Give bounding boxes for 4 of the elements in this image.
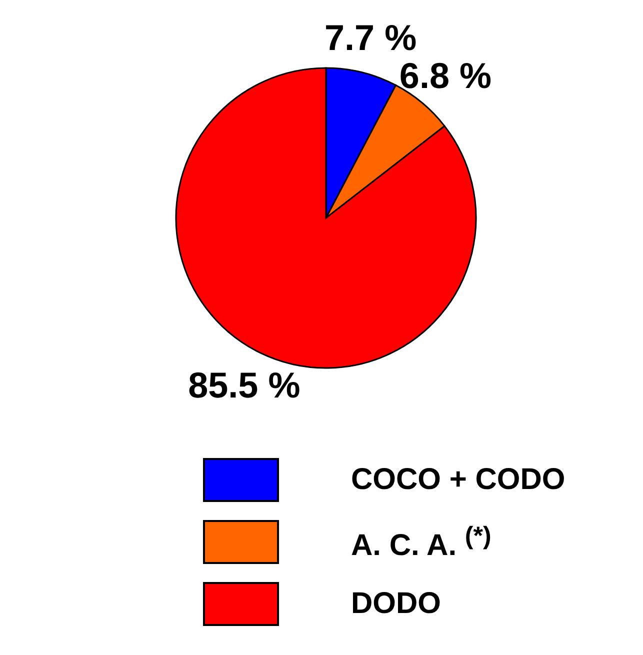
legend-label: A. C. A. $^{(*)}$ [351, 522, 492, 562]
data-label: 85.5 % [188, 364, 300, 406]
legend-label: DODO [351, 587, 441, 621]
legend-label: COCO + CODO [351, 463, 566, 497]
